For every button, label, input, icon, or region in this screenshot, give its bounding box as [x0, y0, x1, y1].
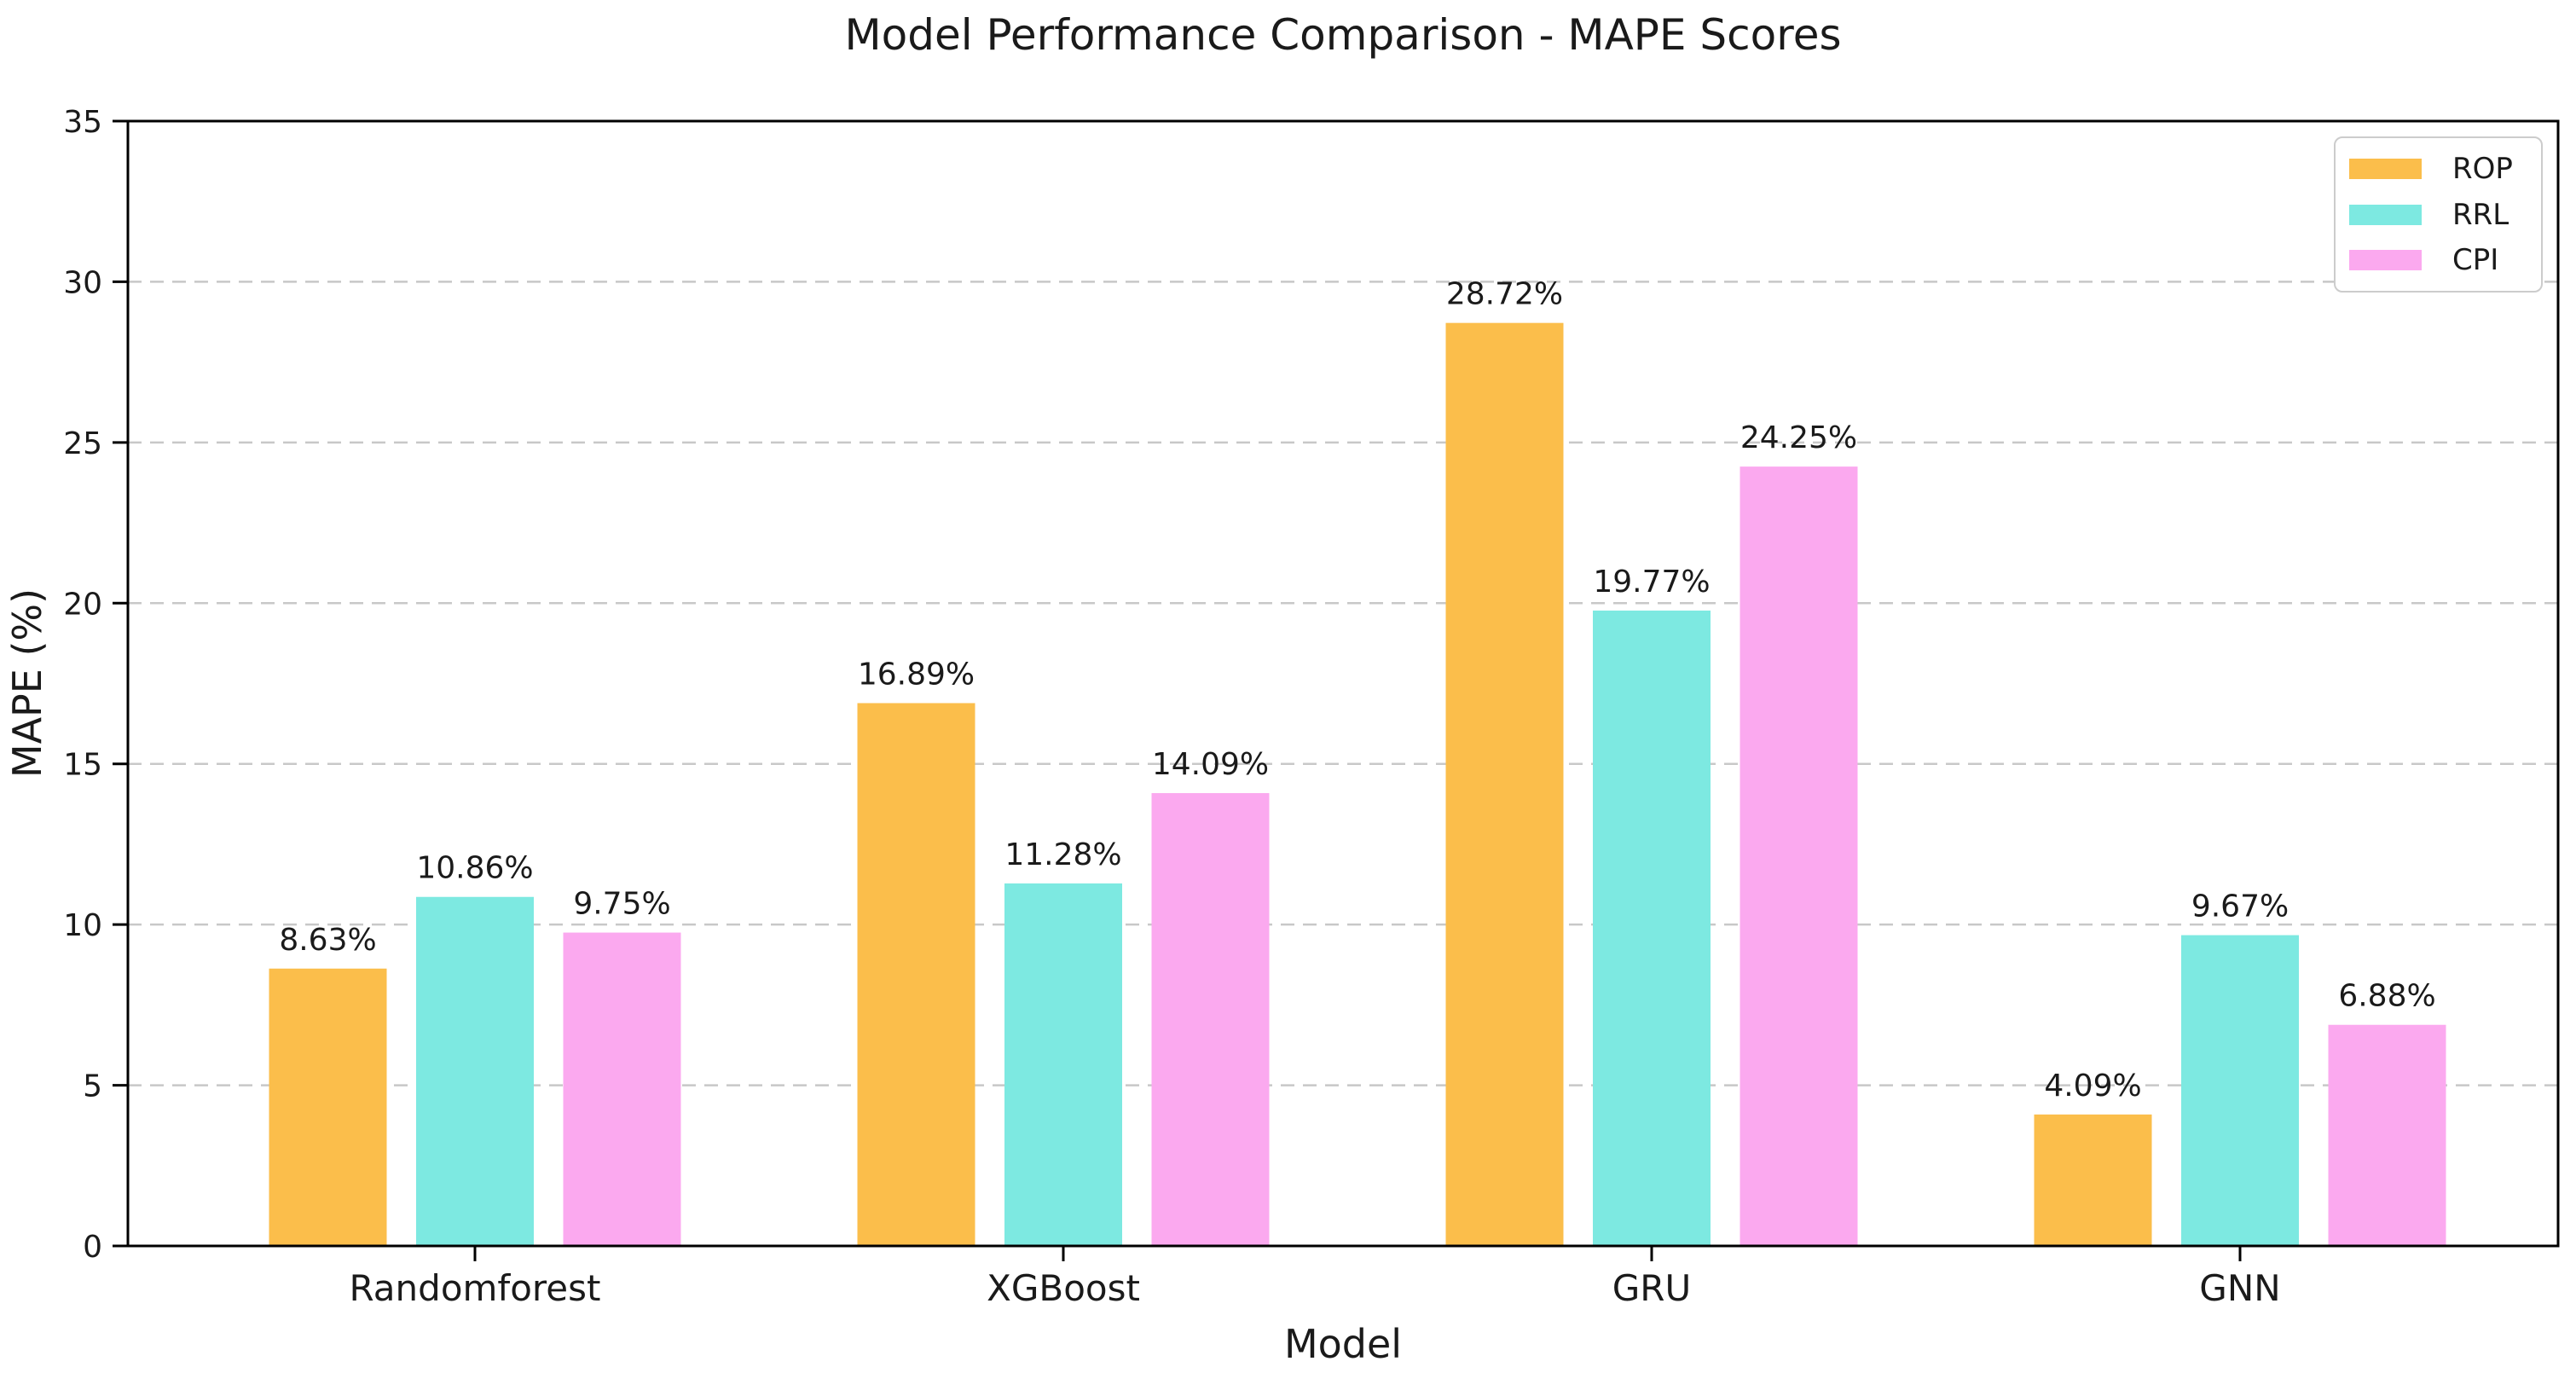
- y-tick-label: 10: [63, 908, 102, 943]
- plot-frame: [126, 119, 2560, 1248]
- bar-value-label: 19.77%: [1593, 565, 1710, 600]
- bar-value-label: 16.89%: [858, 657, 975, 692]
- bar-cpi-2: [1740, 466, 1858, 1246]
- bar-value-label: 28.72%: [1446, 277, 1563, 312]
- bar-rop-3: [2034, 1114, 2152, 1246]
- bar-cpi-0: [563, 932, 681, 1246]
- legend-label-cpi: CPI: [2452, 242, 2499, 277]
- legend-item-cpi: CPI: [2349, 246, 2541, 275]
- y-tick-label: 20: [63, 587, 102, 622]
- bar-rrl-1: [1004, 883, 1122, 1246]
- bar-value-label: 8.63%: [279, 923, 376, 958]
- y-tick-label: 15: [63, 748, 102, 783]
- y-tick-label: 25: [63, 426, 102, 461]
- y-tick-label: 35: [63, 105, 102, 140]
- bars: 8.63% 16.89% 28.72% 4.09% 10.86% 11.28% 19.77%…: [269, 277, 2446, 1247]
- x-tick-label-gru: GRU: [1612, 1267, 1691, 1309]
- bar-rrl-2: [1593, 610, 1711, 1246]
- bar-rop-0: [269, 968, 387, 1246]
- x-tick-label-randomforest: Randomforest: [350, 1267, 601, 1309]
- chart-title: Model Performance Comparison - MAPE Scor…: [844, 10, 1841, 60]
- bar-value-label: 9.75%: [573, 887, 670, 922]
- x-axis-label: Model: [1284, 1321, 1402, 1367]
- bar-rop-2: [1445, 322, 1564, 1247]
- y-axis-label: MAPE (%): [4, 588, 50, 778]
- rop-color-swatch: [2349, 159, 2422, 180]
- y-tick-label: 30: [63, 265, 102, 300]
- x-tick-label-xgboost: XGBoost: [987, 1267, 1140, 1309]
- legend-item-rop: ROP: [2349, 154, 2541, 183]
- bar-value-label: 14.09%: [1152, 747, 1269, 782]
- bar-cpi-1: [1151, 793, 1270, 1246]
- bar-value-label: 4.09%: [2044, 1069, 2141, 1104]
- y-tick-label: 5: [83, 1069, 102, 1104]
- y-tick-label: 0: [83, 1230, 102, 1265]
- x-tick-label-gnn: GNN: [2199, 1267, 2280, 1309]
- axes: 0 5 10 15 20 25 30 35 Randomforest XGBoost GRU GNN: [63, 105, 2560, 1309]
- bar-value-label: 24.25%: [1740, 420, 1857, 455]
- rrl-color-swatch: [2349, 204, 2422, 225]
- legend-label-rrl: RRL: [2452, 197, 2509, 232]
- bar-value-label: 9.67%: [2191, 889, 2289, 924]
- legend-label-rop: ROP: [2452, 152, 2513, 187]
- bar-rrl-3: [2181, 935, 2299, 1246]
- bar-rrl-0: [416, 896, 534, 1246]
- bar-value-label: 6.88%: [2338, 979, 2435, 1014]
- legend: ROP RRL CPI: [2334, 136, 2543, 293]
- bar-cpi-3: [2328, 1024, 2446, 1246]
- bar-value-label: 11.28%: [1004, 837, 1121, 872]
- cpi-color-swatch: [2349, 249, 2422, 270]
- legend-item-rrl: RRL: [2349, 200, 2541, 229]
- bar-rop-1: [857, 703, 975, 1246]
- bar-value-label: 10.86%: [416, 851, 533, 886]
